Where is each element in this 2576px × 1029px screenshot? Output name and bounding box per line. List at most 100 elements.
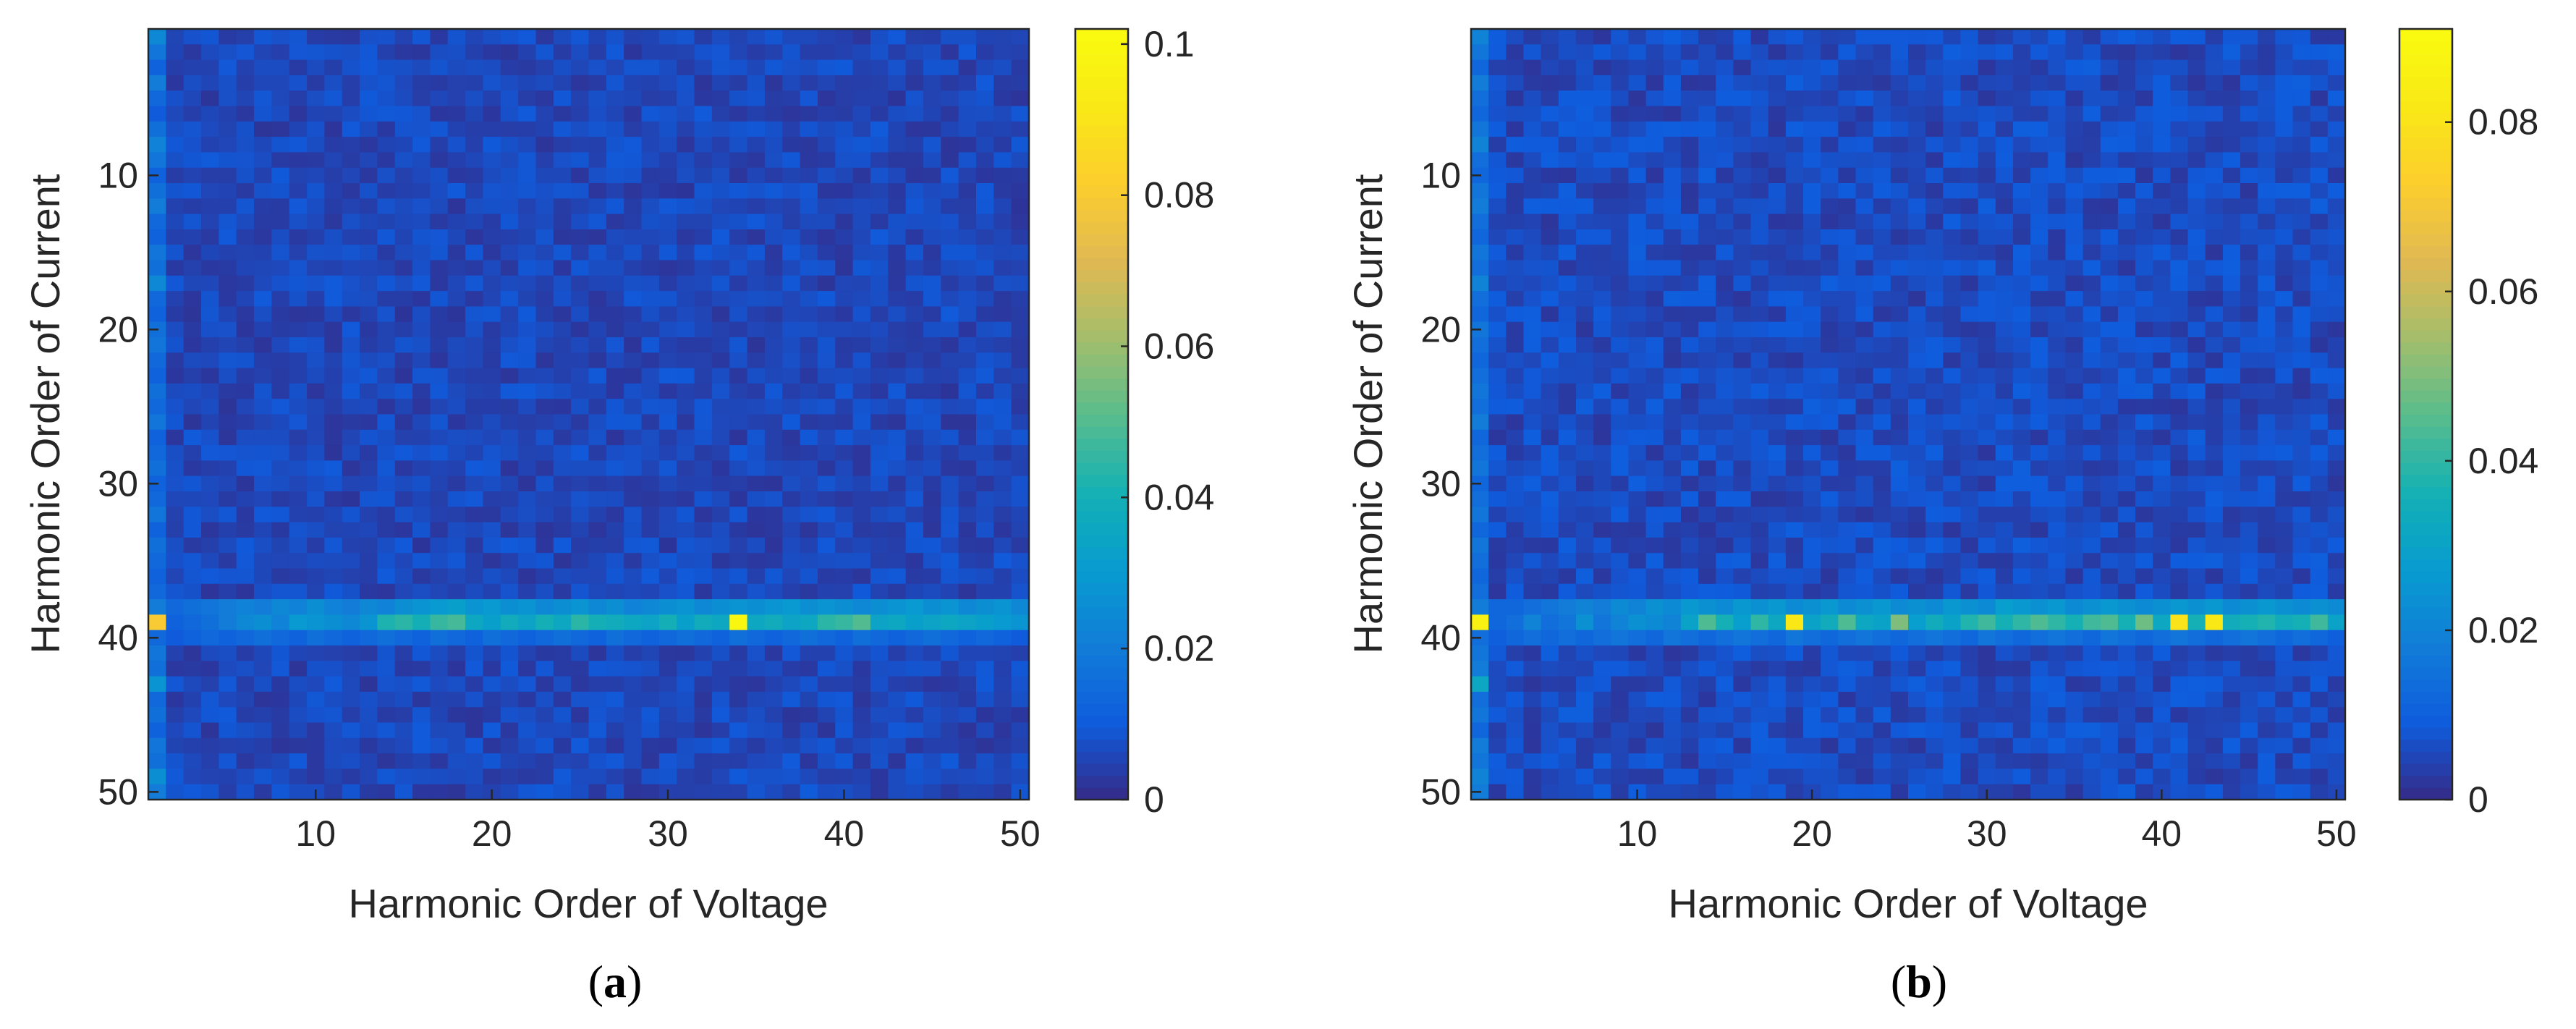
heatmap-cell [641,44,660,61]
heatmap-cell [1785,213,1804,230]
heatmap-cell [360,522,378,538]
heatmap-cell [201,491,219,507]
heatmap-cell [1488,291,1507,307]
colorbar-step [1075,583,1128,596]
heatmap-cell [394,137,413,153]
heatmap-cell [1716,337,1734,353]
heatmap-cell [2187,291,2206,307]
heatmap-cell [1855,152,1874,169]
heatmap-cell [2135,737,2153,754]
heatmap-cell [236,599,255,615]
heatmap-cell [2222,106,2241,122]
heatmap-cell [1960,475,1979,492]
heatmap-cell [447,691,466,708]
heatmap-cell [324,599,343,615]
heatmap-cell [430,213,449,230]
heatmap-cell [2135,29,2153,45]
heatmap-cell [1733,306,1752,323]
heatmap-cell [2170,414,2189,431]
heatmap-cell [1506,29,1525,45]
heatmap-cell [782,460,801,477]
heatmap-cell [1011,44,1030,61]
heatmap-cell [2153,106,2171,122]
y-tick-label: 40 [98,617,138,658]
heatmap-cell [1506,291,1525,307]
heatmap-cell [2310,337,2329,353]
heatmap-cell [412,29,431,45]
heatmap-cell [1628,337,1647,353]
heatmap-cell [2100,321,2119,338]
heatmap-cell [1698,75,1716,91]
heatmap-cell [870,414,889,431]
heatmap-cell [1471,507,1489,523]
heatmap-cell [377,645,396,661]
heatmap-cell [360,59,378,76]
heatmap-cell [764,784,783,800]
heatmap-cell [1716,645,1734,661]
heatmap-cell [1716,707,1734,724]
heatmap-cell [483,460,501,477]
heatmap-cell [975,137,994,153]
heatmap-cell [2153,722,2171,739]
heatmap-cell [888,661,907,677]
heatmap-cell [1890,44,1909,61]
heatmap-cell [2117,29,2136,45]
heatmap-cell [782,691,801,708]
heatmap-cell [377,768,396,785]
heatmap-cell [1523,676,1542,693]
heatmap-cell [2012,460,2031,477]
heatmap-cell [236,676,255,693]
heatmap-cell [975,614,994,631]
heatmap-cell [1488,429,1507,446]
heatmap-cell [394,368,413,384]
heatmap-cell [1995,599,2014,615]
heatmap-cell [1803,583,1821,600]
heatmap-cell [2258,553,2276,569]
heatmap-cell [201,198,219,215]
heatmap-cell [1768,213,1787,230]
heatmap-cell [1978,537,1996,554]
heatmap-cell [1873,568,1891,585]
heatmap-cell [1785,737,1804,754]
heatmap-cell [1855,106,1874,122]
heatmap-cell [1855,507,1874,523]
heatmap-cell [2258,59,2276,76]
heatmap-cell [1821,460,1839,477]
heatmap-cell [1873,260,1891,276]
heatmap-cell [993,691,1012,708]
heatmap-cell [500,152,519,169]
heatmap-cell [254,614,272,631]
heatmap-cell [2275,213,2294,230]
heatmap-cell [236,260,255,276]
heatmap-cell [1855,491,1874,507]
heatmap-cell [166,306,185,323]
heatmap-cell [1960,630,1979,646]
heatmap-cell [360,260,378,276]
heatmap-cell [1768,445,1787,461]
heatmap-cell [658,44,677,61]
heatmap-cell [254,229,272,245]
colorbar-step [1075,679,1128,692]
heatmap-cell [2065,460,2084,477]
heatmap-cell [1011,691,1030,708]
heatmap-cell [2012,429,2031,446]
heatmap-cell [2187,245,2206,261]
heatmap-cell [588,167,607,184]
heatmap-cell [800,106,818,122]
heatmap-cell [1943,553,1962,569]
heatmap-cell [870,753,889,769]
heatmap-cell [166,106,185,122]
heatmap-cell [1838,583,1857,600]
heatmap-cell [1680,291,1699,307]
heatmap-cell [447,645,466,661]
heatmap-cell [1890,460,1909,477]
heatmap-cell [201,753,219,769]
heatmap-cell [377,198,396,215]
heatmap-cell [2117,429,2136,446]
heatmap-cell [993,321,1012,338]
heatmap-cell [271,275,290,292]
heatmap-cell [1890,737,1909,754]
heatmap-cell [2275,522,2294,538]
heatmap-cell [1541,260,1559,276]
heatmap-cell [800,429,818,446]
